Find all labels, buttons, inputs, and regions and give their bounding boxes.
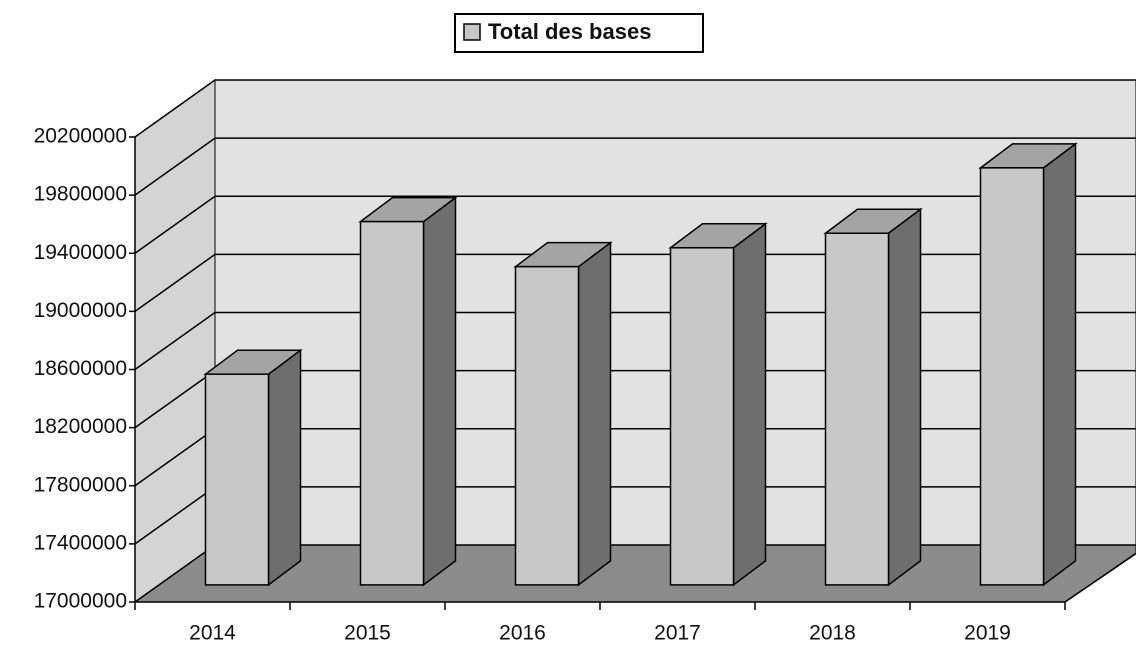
x-tick-label: 2018 <box>809 622 856 645</box>
legend-label: Total des bases <box>488 19 651 44</box>
bar-side <box>887 207 922 587</box>
y-tick-label: 20200000 <box>34 125 127 148</box>
bar-side <box>422 196 457 587</box>
bar <box>979 167 1045 586</box>
bar-side <box>577 241 612 587</box>
y-tick-label: 19800000 <box>34 183 127 206</box>
legend-swatch <box>463 23 481 41</box>
x-tick-label: 2016 <box>499 622 546 645</box>
bar <box>204 373 270 586</box>
x-tick-label: 2019 <box>964 622 1011 645</box>
bar-side <box>1042 142 1077 587</box>
y-tick-label: 17400000 <box>34 531 127 554</box>
x-tick-label: 2017 <box>654 622 701 645</box>
grid-line <box>134 195 1136 254</box>
y-tick-label: 18200000 <box>34 415 127 438</box>
bar <box>514 265 580 586</box>
y-tick-label: 17800000 <box>34 473 127 496</box>
y-tick-label: 18600000 <box>34 357 127 380</box>
y-tick-label: 17000000 <box>34 590 127 613</box>
x-tick-label: 2015 <box>344 622 391 645</box>
y-tick-label: 19000000 <box>34 299 127 322</box>
x-tick-label: 2014 <box>189 622 236 645</box>
bar <box>669 247 735 586</box>
grid-line <box>134 79 1136 138</box>
x-axis-edge <box>1064 552 1136 603</box>
y-tick-label: 19400000 <box>34 241 127 264</box>
grid-line <box>134 137 1136 196</box>
bar-side <box>732 222 767 587</box>
bar <box>824 232 890 586</box>
legend-box <box>454 13 704 53</box>
bar <box>359 220 425 586</box>
bar-side <box>267 348 302 587</box>
